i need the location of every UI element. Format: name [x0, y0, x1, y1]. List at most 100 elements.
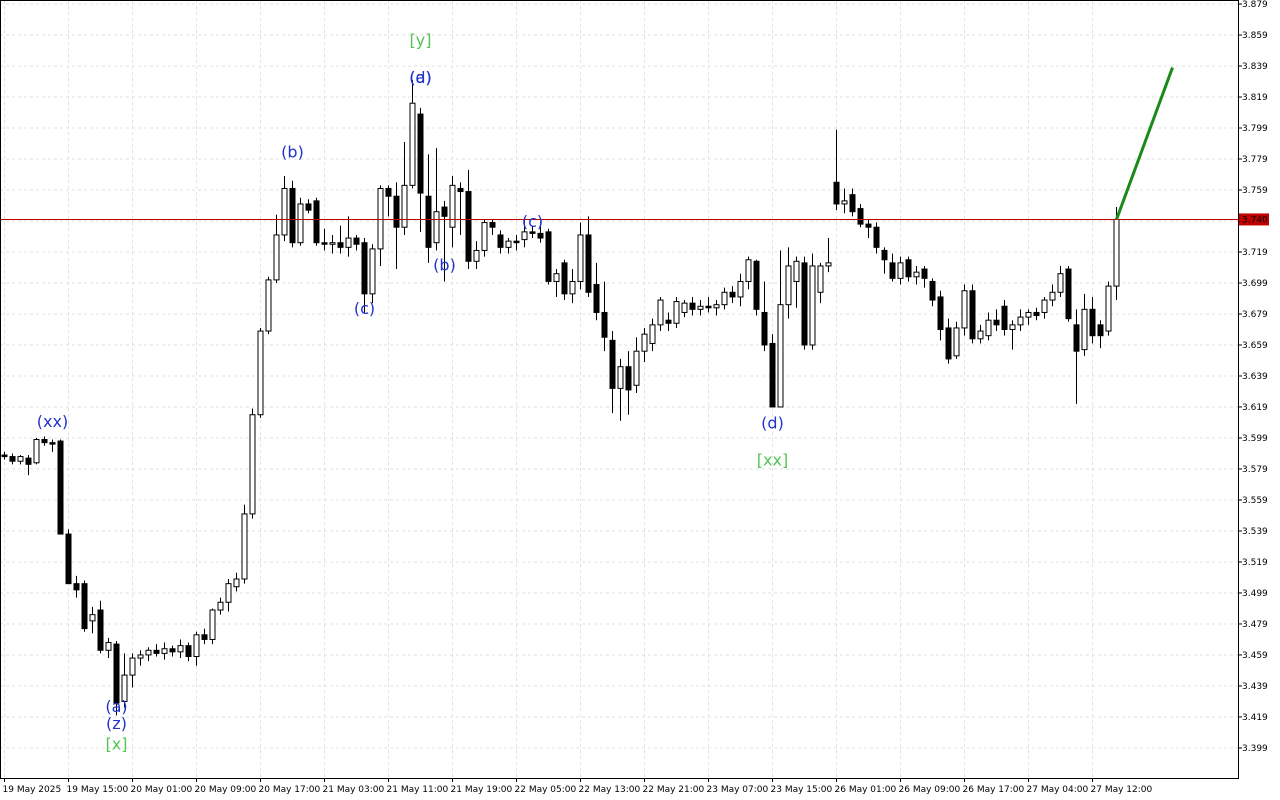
- candle-body: [425, 195, 432, 248]
- candle-body: [465, 191, 472, 262]
- candle-body: [1105, 285, 1112, 332]
- x-tick-label: 21 May 11:00: [387, 785, 449, 795]
- candle-body: [1113, 218, 1120, 287]
- x-tick-label: 26 May 01:00: [835, 785, 897, 795]
- y-tick-label: 3.799: [1242, 124, 1268, 134]
- x-tick-label: 19 May 15:00: [67, 785, 129, 795]
- candle-body: [97, 609, 104, 651]
- candle-body: [225, 583, 232, 603]
- x-tick-label: 26 May 09:00: [899, 785, 961, 795]
- candle-body: [249, 414, 256, 515]
- candle-body: [161, 648, 168, 654]
- candle-body: [289, 187, 296, 244]
- candle-body: [801, 262, 808, 346]
- candle-body: [1033, 311, 1040, 317]
- candle-body: [593, 284, 600, 313]
- candle-body: [777, 304, 784, 408]
- candle-body: [1041, 299, 1048, 313]
- candle-body: [457, 187, 464, 193]
- candle-body: [57, 440, 64, 535]
- candle-body: [689, 302, 696, 310]
- y-tick-label: 3.459: [1242, 651, 1268, 661]
- wave-label: (xx): [37, 412, 68, 431]
- y-tick-label: 3.759: [1242, 186, 1268, 196]
- candle-body: [1025, 311, 1032, 318]
- candle-body: [433, 211, 440, 244]
- candle-body: [401, 184, 408, 228]
- candle-body: [73, 583, 80, 591]
- candle-body: [1065, 268, 1072, 320]
- candle-body: [665, 319, 672, 324]
- candle-body: [81, 583, 88, 630]
- candle-body: [553, 273, 560, 282]
- y-tick-label: 3.719: [1242, 248, 1268, 258]
- candle-body: [841, 200, 848, 205]
- y-tick-label: 3.679: [1242, 310, 1268, 320]
- x-tick-label: 19 May 2025: [3, 785, 62, 795]
- current-price-box: [1239, 213, 1269, 226]
- x-tick-label: 22 May 05:00: [515, 785, 577, 795]
- candle-body: [897, 262, 904, 279]
- candle-body: [545, 231, 552, 282]
- x-tick-label: 21 May 03:00: [323, 785, 385, 795]
- candle-body: [217, 601, 224, 611]
- wave-label: (a): [105, 697, 127, 716]
- candle-body: [473, 249, 480, 262]
- candle-body: [617, 366, 624, 389]
- candle-body: [513, 240, 520, 244]
- candle-body: [993, 319, 1000, 326]
- candle-body: [889, 262, 896, 279]
- candle-body: [633, 350, 640, 386]
- wave-label: (c): [354, 299, 375, 318]
- x-tick-label: 26 May 17:00: [963, 785, 1025, 795]
- candle-body: [825, 262, 832, 267]
- candle-body: [585, 234, 592, 293]
- candle-body: [945, 327, 952, 360]
- candle-body: [1009, 324, 1016, 330]
- wave-label: [x]: [106, 734, 128, 753]
- candle-body: [481, 222, 488, 251]
- candle-body: [201, 634, 208, 640]
- candle-body: [233, 578, 240, 588]
- candle-body: [713, 304, 720, 309]
- candle-body: [449, 184, 456, 228]
- candle-body: [577, 234, 584, 282]
- candle-body: [297, 203, 304, 244]
- y-tick-label: 3.639: [1242, 372, 1268, 382]
- candle-body: [641, 333, 648, 352]
- candle-body: [985, 319, 992, 337]
- candle-body: [729, 291, 736, 298]
- x-tick-label: 20 May 17:00: [259, 785, 321, 795]
- candle-body: [1057, 273, 1064, 293]
- wave-label: (b): [281, 142, 304, 161]
- candle-body: [353, 237, 360, 245]
- candle-body: [137, 654, 144, 659]
- candle-body: [17, 456, 24, 462]
- x-tick-label: 22 May 21:00: [643, 785, 705, 795]
- candle-body: [153, 649, 160, 654]
- candle-body: [881, 249, 888, 261]
- y-tick-label: 3.879: [1242, 0, 1268, 10]
- candle-body: [441, 206, 448, 217]
- y-tick-label: 3.779: [1242, 155, 1268, 165]
- candle-body: [1081, 308, 1088, 351]
- candle-body: [1001, 305, 1008, 330]
- candle-body: [761, 311, 768, 346]
- candle-body: [569, 280, 576, 295]
- candle-body: [257, 330, 264, 416]
- candle-body: [873, 226, 880, 248]
- candle-body: [609, 339, 616, 389]
- candle-body: [857, 208, 864, 225]
- candle-body: [105, 642, 112, 651]
- candle-body: [265, 279, 272, 332]
- candle-body: [41, 439, 48, 444]
- candle-body: [625, 366, 632, 391]
- candle-body: [833, 181, 840, 205]
- candle-body: [497, 234, 504, 248]
- candle-body: [193, 634, 200, 657]
- y-tick-label: 3.539: [1242, 527, 1268, 537]
- candle-body: [33, 439, 40, 464]
- candle-body: [737, 280, 744, 298]
- candle-body: [25, 457, 32, 465]
